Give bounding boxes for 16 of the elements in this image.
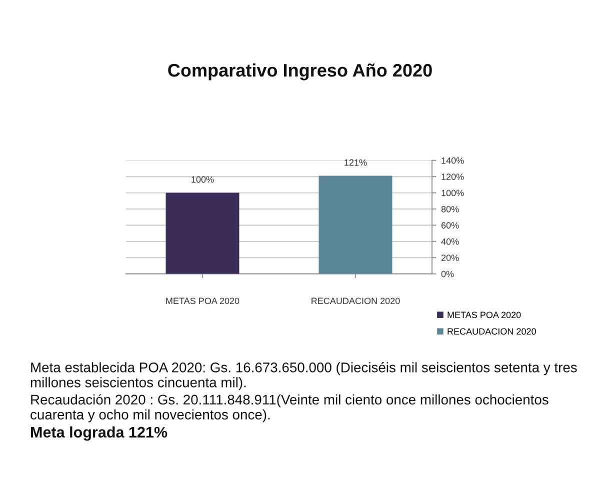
y-tick-label: 140% — [442, 157, 464, 164]
legend-label: RECAUDACION 2020 — [448, 328, 536, 335]
data-label: 121% — [344, 159, 367, 166]
text: Meta establecida POA 2020: Gs. 16.673.650.000 (Dieciséis mil seiscientos setenta y tres millones seiscientos cincuenta mil). — [30, 362, 577, 390]
chart-title: Comparativo Ingreso Año 2020 — [168, 63, 432, 80]
y-tick-label: 100% — [442, 190, 464, 196]
y-tick-label: 0% — [441, 270, 454, 278]
data-label: 100% — [192, 176, 214, 183]
legend-label: METAS POA 2020 — [448, 312, 521, 318]
y-tick-label: 120% — [442, 174, 464, 180]
y-tick-label: 60% — [441, 222, 459, 229]
y-tick-label: 40% — [441, 238, 459, 245]
y-tick-label: 80% — [441, 206, 459, 212]
text: Recaudación 2020 : Gs. 20.111.848.911(Veinte mil ciento once millones ochocientos cuarenta y ocho mil novecientos once). — [30, 394, 548, 422]
y-tick-label: 20% — [441, 254, 459, 261]
text: Meta lograda 121% — [31, 426, 168, 441]
